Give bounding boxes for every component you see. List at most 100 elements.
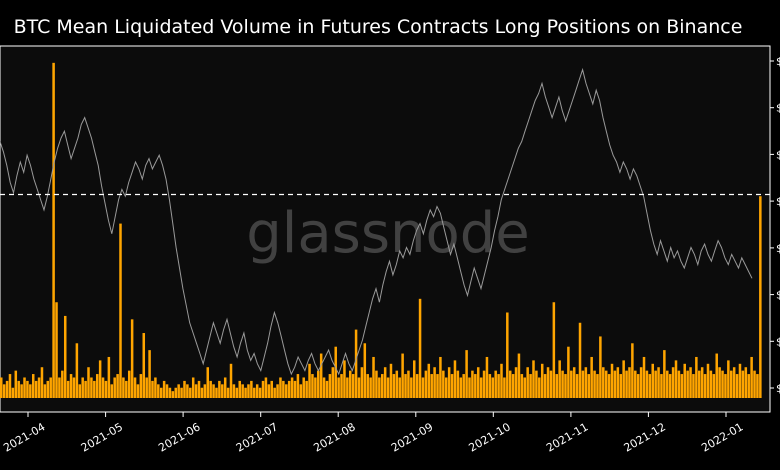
volume-bar xyxy=(98,360,102,398)
volume-bar xyxy=(392,374,396,398)
volume-bar xyxy=(366,374,369,398)
volume-bar xyxy=(398,377,401,398)
volume-bar xyxy=(261,380,265,398)
volume-bar xyxy=(395,370,399,398)
volume-bar xyxy=(442,370,445,398)
volume-bar xyxy=(20,384,23,398)
volume-bar xyxy=(334,346,337,398)
volume-bar xyxy=(721,370,724,398)
volume-bar xyxy=(43,384,47,398)
volume-bar xyxy=(471,370,474,398)
volume-bar xyxy=(264,377,268,398)
volume-bar xyxy=(258,387,262,398)
volume-bar xyxy=(424,370,428,398)
volume-bar xyxy=(450,374,454,398)
volume-bar xyxy=(267,384,271,398)
volume-bar xyxy=(276,384,279,398)
volume-bar xyxy=(610,363,614,398)
volume-bar xyxy=(72,377,76,398)
volume-bar xyxy=(698,370,701,398)
volume-bar xyxy=(154,377,157,398)
volume-bar xyxy=(285,384,288,398)
volume-bar xyxy=(17,380,20,398)
volume-bar xyxy=(110,384,114,398)
volume-bar xyxy=(447,367,451,398)
volume-bar xyxy=(58,377,61,398)
glassnode-watermark: glassnode xyxy=(246,201,530,266)
volume-bar xyxy=(107,356,111,398)
volume-bar xyxy=(724,374,727,398)
volume-bar xyxy=(482,370,486,398)
volume-bar xyxy=(235,387,239,398)
volume-bar xyxy=(648,374,652,398)
volume-bar xyxy=(197,380,201,398)
volume-bar xyxy=(677,370,681,398)
volume-bar xyxy=(206,367,210,398)
volume-bar xyxy=(168,387,172,398)
volume-bar xyxy=(575,374,579,398)
volume-bar xyxy=(215,387,218,398)
volume-bar xyxy=(130,319,134,398)
volume-bar xyxy=(343,360,346,398)
volume-bar xyxy=(84,380,87,398)
volume-bar xyxy=(631,343,634,398)
volume-bar xyxy=(506,312,509,398)
volume-bar xyxy=(23,377,26,398)
volume-bar xyxy=(636,374,640,398)
volume-bar xyxy=(718,367,721,398)
y-tick-label: $ xyxy=(776,382,780,395)
volume-bar xyxy=(142,333,146,398)
y-tick-label: $ xyxy=(776,242,780,255)
volume-bar xyxy=(613,370,617,398)
volume-bar xyxy=(61,370,64,398)
volume-bar xyxy=(171,391,175,398)
volume-bar xyxy=(209,380,212,398)
volume-bar xyxy=(8,374,12,398)
volume-bar xyxy=(328,374,332,398)
volume-bar xyxy=(69,374,73,398)
volume-bar xyxy=(87,367,90,398)
volume-bar xyxy=(546,367,550,398)
volume-bar xyxy=(125,380,128,398)
volume-bar xyxy=(444,377,448,398)
volume-bar xyxy=(430,374,433,398)
volume-bar xyxy=(660,374,663,398)
volume-bar xyxy=(584,367,588,398)
volume-bar xyxy=(645,370,649,398)
volume-bar xyxy=(194,384,198,398)
volume-bar xyxy=(602,367,605,398)
volume-bar xyxy=(189,387,192,398)
volume-bar xyxy=(299,384,303,398)
volume-bar xyxy=(759,196,762,398)
volume-bar xyxy=(735,374,739,398)
volume-bar xyxy=(520,374,524,398)
volume-bar xyxy=(654,370,657,398)
volume-bar xyxy=(319,353,323,398)
volume-bar xyxy=(5,380,9,398)
volume-bar xyxy=(564,374,567,398)
volume-bar xyxy=(686,370,689,398)
volume-bar xyxy=(331,367,335,398)
volume-bar xyxy=(750,356,753,398)
y-tick-label: $ xyxy=(776,102,780,115)
volume-bar xyxy=(523,377,527,398)
volume-bar xyxy=(500,363,503,398)
volume-bar xyxy=(619,374,622,398)
volume-bar xyxy=(349,370,352,398)
volume-bar xyxy=(436,374,439,398)
volume-bar xyxy=(174,387,178,398)
volume-bar xyxy=(604,370,608,398)
volume-bar xyxy=(625,370,628,398)
volume-bar xyxy=(410,377,413,398)
volume-bar xyxy=(709,370,713,398)
volume-bar xyxy=(270,380,273,398)
volume-bar xyxy=(706,363,710,398)
volume-bar xyxy=(223,377,227,398)
volume-bar xyxy=(657,367,660,398)
volume-bar xyxy=(671,367,675,398)
volume-bar xyxy=(317,370,320,398)
volume-bar xyxy=(508,370,512,398)
volume-bar xyxy=(514,367,518,398)
volume-bar xyxy=(212,384,215,398)
